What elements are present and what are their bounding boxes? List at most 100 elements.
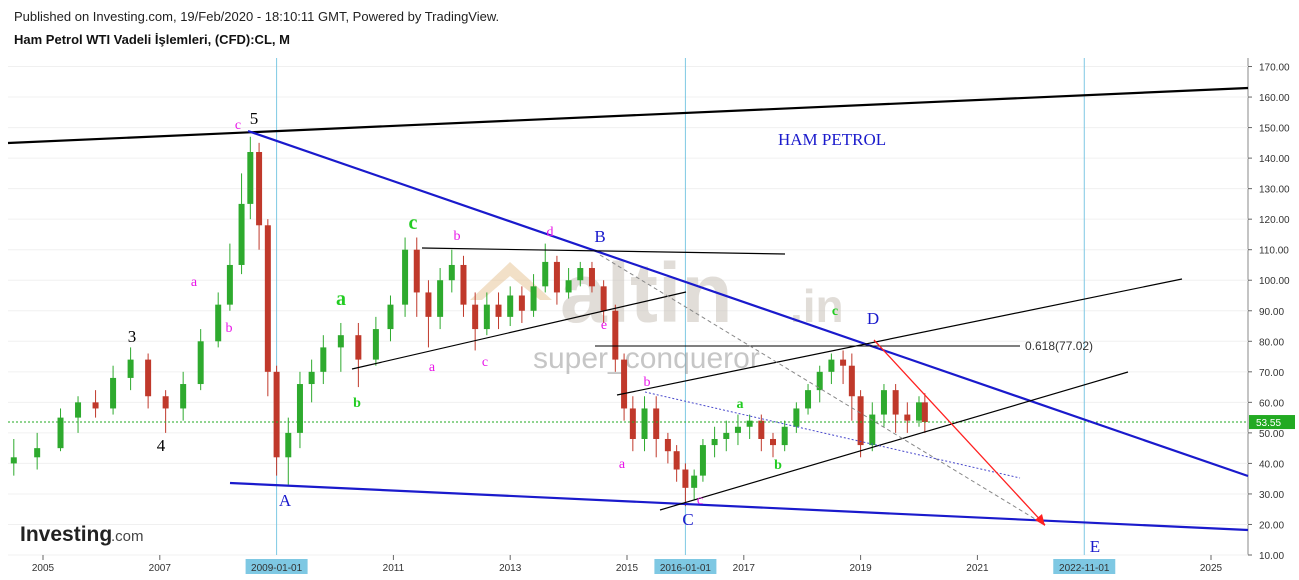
y-tick-label: 50.00 xyxy=(1259,429,1284,440)
x-tick-label: 2005 xyxy=(32,563,55,574)
candle-body xyxy=(904,414,911,421)
date-marker-badge xyxy=(245,559,308,574)
candle-body xyxy=(355,335,362,360)
main-descending-line xyxy=(247,129,1249,478)
wave-label: c xyxy=(697,493,703,508)
candle-body xyxy=(472,304,479,330)
date-marker-badge xyxy=(654,559,717,574)
candle-body xyxy=(848,365,855,397)
candle-body xyxy=(542,261,549,287)
x-tick-label: 2011 xyxy=(383,563,405,574)
instrument-title: Ham Petrol WTI Vadeli İşlemleri, (CFD):C… xyxy=(14,32,290,47)
candle-body xyxy=(793,408,800,427)
triangle-lower-line xyxy=(351,291,687,370)
candle-body xyxy=(180,384,187,409)
candle-body xyxy=(612,310,619,360)
candle-body xyxy=(215,304,222,342)
candle-body xyxy=(518,295,525,311)
candle-body xyxy=(629,408,636,439)
candle-body xyxy=(308,371,315,385)
y-tick-label: 120.00 xyxy=(1259,215,1290,226)
candle-body xyxy=(682,469,689,488)
y-tick-label: 70.00 xyxy=(1259,368,1284,379)
candle-body xyxy=(57,417,64,449)
current-price-badge: 53.55 xyxy=(1249,415,1295,430)
wave-label: e xyxy=(601,318,607,333)
candle-body xyxy=(600,286,607,311)
wave-label: 3 xyxy=(128,327,137,346)
candle-body xyxy=(387,304,394,330)
candle-body xyxy=(641,408,648,439)
candle-body xyxy=(110,377,117,409)
wave-label: b xyxy=(644,375,651,390)
x-tick-label: 2017 xyxy=(733,563,756,574)
candle-body xyxy=(75,402,82,418)
upper-channel-line xyxy=(7,86,1249,145)
candle-body xyxy=(577,268,584,281)
y-tick-label: 10.00 xyxy=(1259,551,1284,562)
candle-body xyxy=(460,264,467,305)
candle-body xyxy=(273,371,280,458)
wave-label: E xyxy=(1090,537,1100,556)
candle-body xyxy=(880,390,887,415)
x-tick-label: 2015 xyxy=(616,563,639,574)
logo-suffix: .com xyxy=(111,528,144,545)
candle-body xyxy=(145,359,152,397)
date-marker-badge xyxy=(1053,559,1116,574)
candle-body xyxy=(653,408,660,439)
candle-body xyxy=(320,347,327,372)
target-arrow-line xyxy=(873,339,1046,526)
candle-body xyxy=(621,359,628,409)
wave-label: A xyxy=(279,491,292,510)
candle-body xyxy=(664,438,671,452)
date-marker-label: 2016-01-01 xyxy=(660,563,712,574)
y-tick-label: 100.00 xyxy=(1259,276,1290,287)
candle-body xyxy=(437,280,444,317)
fib-label: 0.618(77.02) xyxy=(1025,339,1093,353)
d-channel-lower-line xyxy=(659,371,1129,511)
candles xyxy=(10,136,928,507)
wave-label: c xyxy=(482,355,488,370)
lower-support-line xyxy=(229,481,1249,532)
y-tick-label: 40.00 xyxy=(1259,459,1284,470)
candle-body xyxy=(264,225,271,372)
wave-label: a xyxy=(619,457,626,472)
candle-body xyxy=(483,304,490,330)
target-arrow-head xyxy=(1035,514,1045,526)
candle-body xyxy=(530,286,537,311)
y-tick-label: 20.00 xyxy=(1259,520,1284,531)
date-marker-label: 2009-01-01 xyxy=(251,563,303,574)
candle-body xyxy=(816,371,823,391)
candle-body xyxy=(916,402,922,421)
candle-body xyxy=(34,448,41,458)
watermark-suffix: .in xyxy=(790,280,844,332)
candle-body xyxy=(162,396,169,409)
candle-body xyxy=(673,451,680,470)
y-tick-label: 90.00 xyxy=(1259,307,1284,318)
y-tick-label: 140.00 xyxy=(1259,154,1290,165)
candle-body xyxy=(256,152,263,226)
candle-body xyxy=(425,292,432,317)
candle-body xyxy=(892,390,899,415)
wave-label: D xyxy=(867,309,879,328)
x-tick-label: 2025 xyxy=(1200,563,1223,574)
wave-label: a xyxy=(429,360,436,375)
candle-body xyxy=(565,280,572,293)
candle-body xyxy=(127,359,134,378)
y-tick-label: 150.00 xyxy=(1259,124,1290,135)
candle-body xyxy=(372,329,379,360)
watermark-house-icon xyxy=(470,262,552,300)
d-channel-upper-line xyxy=(616,278,1183,396)
candle-body xyxy=(869,414,876,446)
x-tick-label: 2021 xyxy=(966,563,989,574)
grid xyxy=(8,66,1248,556)
candle-body xyxy=(691,475,698,488)
wave-label: a xyxy=(336,288,346,310)
candle-body xyxy=(828,359,835,372)
y-axis-ticks: 10.00 20.00 30.00 40.00 50.00 60.00 70.00 80.00… xyxy=(1248,63,1290,562)
x-tick-label: 2019 xyxy=(849,563,872,574)
wave-label: b xyxy=(353,396,361,411)
watermark-text: altin xyxy=(560,246,733,340)
chart-title: HAM PETROL xyxy=(778,130,886,149)
